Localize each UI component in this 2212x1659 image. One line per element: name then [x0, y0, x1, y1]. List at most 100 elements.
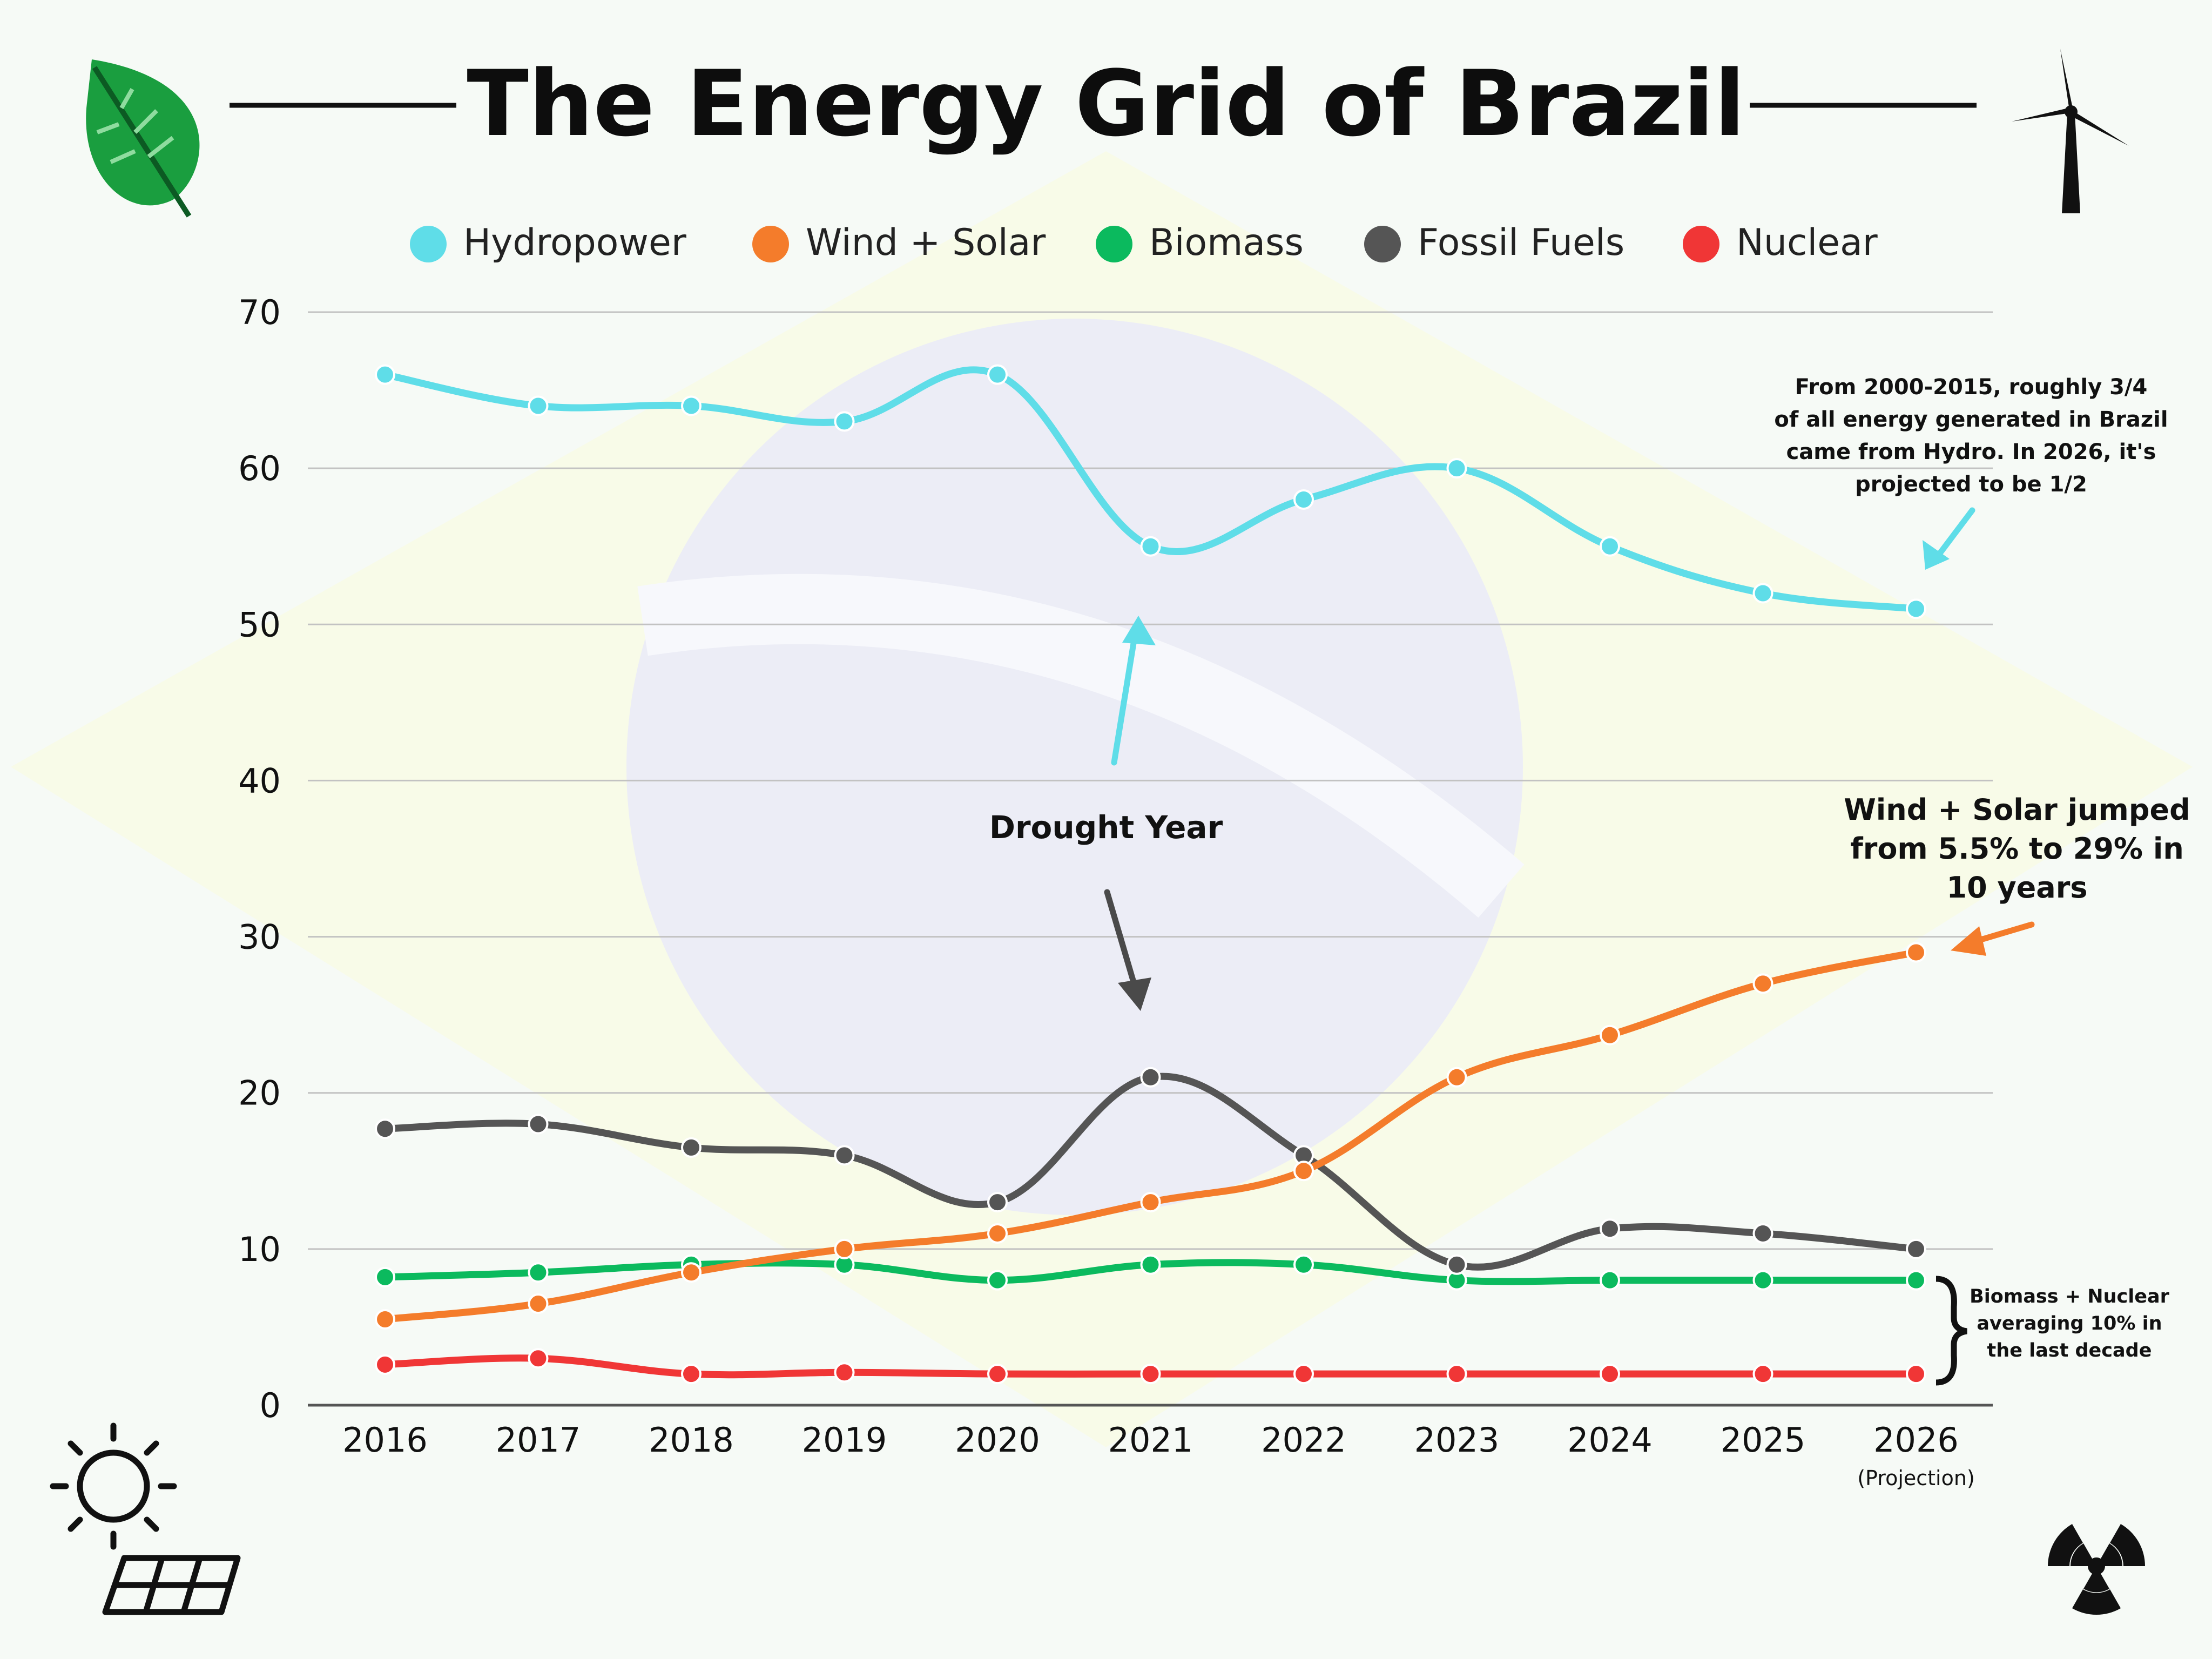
drought-up-arrow-shaft [1111, 637, 1137, 766]
hydro-note-line-1: From 2000-2015, roughly 3/4 [1795, 375, 2148, 400]
legend-swatch [1364, 226, 1401, 262]
hydro-note-line-4: projected to be 1/2 [1855, 472, 2087, 497]
data-point [528, 1114, 549, 1135]
data-point [375, 364, 395, 385]
x-tick-label: 2023 [1414, 1420, 1500, 1460]
x-tick-label: 2021 [1108, 1420, 1193, 1460]
legend-label: Biomass [1149, 221, 1304, 264]
data-point [987, 1192, 1008, 1213]
x-axis: 2016 2017 2018 2019 2020 2021 2022 2023 2024 2025… [342, 1420, 1959, 1460]
data-point [1600, 1270, 1620, 1291]
data-point [1140, 1067, 1161, 1088]
hydro-note-line-3: came from Hydro. In 2026, it's [1786, 440, 2156, 464]
y-tick-label: 50 [238, 605, 281, 644]
drought-down-arrow-shaft [1104, 889, 1136, 983]
y-tick-label: 30 [238, 918, 281, 957]
data-point [681, 395, 702, 416]
data-point [1293, 489, 1314, 510]
data-point [528, 1348, 549, 1369]
series-hydropower [375, 364, 1926, 619]
data-point [681, 1137, 702, 1158]
data-point [987, 1364, 1008, 1385]
data-point [1906, 942, 1926, 963]
y-tick-label: 40 [238, 761, 281, 800]
flag-globe [626, 319, 1523, 1215]
legend-swatch [752, 226, 789, 262]
data-point [375, 1309, 395, 1330]
drought-label: Drought Year [989, 809, 1223, 846]
y-tick-label: 10 [238, 1230, 281, 1269]
data-point [1293, 1254, 1314, 1275]
x-tick-label: 2020 [955, 1420, 1040, 1460]
data-point [987, 1223, 1008, 1244]
x-tick-label: 2019 [802, 1420, 887, 1460]
y-tick-label: 20 [238, 1074, 281, 1113]
data-point [681, 1262, 702, 1283]
data-point [1906, 1364, 1926, 1385]
data-point [1293, 1364, 1314, 1385]
legend-label: Wind + Solar [806, 221, 1046, 264]
data-point [1140, 1254, 1161, 1275]
grid [308, 311, 1993, 1407]
data-point [1600, 1364, 1620, 1385]
series-wind-solar [375, 942, 1926, 1330]
data-point [528, 395, 549, 416]
sun-icon [50, 1422, 177, 1550]
data-point [1293, 1161, 1314, 1182]
drought-annotation: Drought Year [989, 616, 1223, 1011]
hydro-annotation: From 2000-2015, roughly 3/4 of all energ… [1774, 375, 2168, 570]
data-point [1446, 1067, 1467, 1088]
legend-label: Hydropower [463, 221, 686, 264]
y-tick-label: 0 [260, 1386, 281, 1425]
flag-band [637, 574, 1525, 918]
x-tick-label: 2017 [496, 1420, 581, 1460]
data-point [1906, 1238, 1926, 1259]
x-tick-label: 2018 [649, 1420, 734, 1460]
bio-note-line-3: the last decade [1987, 1340, 2152, 1361]
leaf-icon [86, 59, 200, 218]
series-layer [375, 364, 1926, 1385]
data-point [834, 411, 855, 432]
data-point [1446, 458, 1467, 479]
data-point [375, 1266, 395, 1287]
data-point [1140, 1192, 1161, 1213]
solar-panel-icon [102, 1555, 241, 1615]
data-point [1600, 1218, 1620, 1239]
data-point [1140, 536, 1161, 557]
wind-note-line-1: Wind + Solar jumped [1844, 793, 2190, 827]
flag-watermark [11, 151, 2193, 1447]
wind-arrow-shaft [1978, 921, 2035, 943]
data-point [1600, 1024, 1620, 1046]
legend: Hydropower Wind + Solar Biomass Fossil Fuel… [410, 221, 1878, 264]
legend-label: Fossil Fuels [1418, 221, 1624, 264]
chart-title: The Energy Grid of Brazil [467, 51, 1745, 157]
data-point [528, 1262, 549, 1283]
legend-label: Nuclear [1736, 221, 1878, 264]
data-point [1446, 1254, 1467, 1275]
data-point [1752, 973, 1773, 994]
brace [1936, 1276, 1967, 1386]
hydro-arrow-shaft [1934, 507, 1975, 559]
data-point [1752, 1270, 1773, 1291]
data-point [987, 1270, 1008, 1291]
bio-note-line-2: averaging 10% in [1977, 1313, 2162, 1334]
x-tick-label: 2026 [1873, 1420, 1959, 1460]
wind-turbine-icon [2012, 49, 2129, 213]
wind-note-line-3: 10 years [1947, 871, 2088, 905]
data-point [375, 1354, 395, 1375]
wind-solar-annotation: Wind + Solar jumped from 5.5% to 29% in … [1844, 793, 2190, 956]
drought-up-arrowhead [1122, 616, 1156, 645]
hydro-arrowhead [1923, 540, 1950, 570]
legend-swatch [410, 226, 447, 262]
wind-arrowhead [1951, 926, 1986, 956]
data-point [987, 364, 1008, 385]
data-point [375, 1118, 395, 1139]
series-fossil-fuels [375, 1067, 1926, 1275]
legend-swatch [1096, 226, 1132, 262]
data-point [1446, 1364, 1467, 1385]
data-point [681, 1364, 702, 1385]
hydro-note-line-2: of all energy generated in Brazil [1774, 407, 2168, 432]
data-point [528, 1293, 549, 1314]
data-point [1752, 1223, 1773, 1244]
